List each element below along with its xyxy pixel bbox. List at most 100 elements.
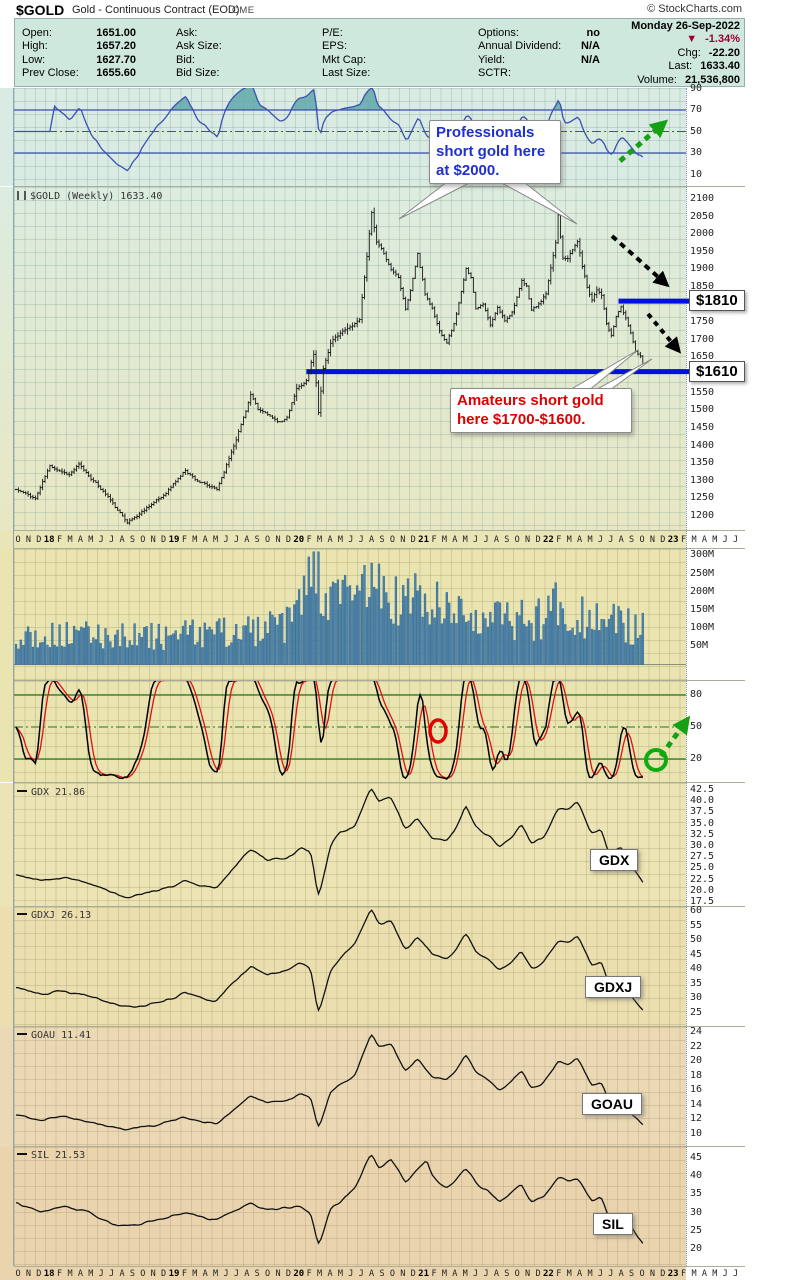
y-axis-tick-label: 150M bbox=[690, 604, 715, 615]
gdxj-series-label-text: GDXJ 26.13 bbox=[31, 910, 92, 921]
month-label: M bbox=[337, 535, 343, 545]
y-axis-tick-label: 1550 bbox=[690, 387, 715, 398]
month-label: N bbox=[400, 1269, 406, 1279]
month-label: F bbox=[306, 1269, 312, 1279]
gdx-panel bbox=[0, 783, 686, 907]
month-label: N bbox=[525, 535, 531, 545]
y-axis-tick-label: 50 bbox=[690, 934, 703, 945]
month-label: O bbox=[389, 1269, 395, 1279]
month-label: N bbox=[275, 1269, 281, 1279]
quote-right-row: Monday 26-Sep-2022 bbox=[631, 20, 740, 32]
copyright: © StockCharts.com bbox=[647, 3, 742, 15]
legend-label: Ask: bbox=[176, 27, 198, 39]
month-label: S bbox=[379, 1269, 385, 1279]
sil-panel bbox=[0, 1147, 686, 1267]
month-label: O bbox=[389, 535, 395, 545]
legend-label: Options: bbox=[478, 27, 519, 39]
month-label: M bbox=[88, 1269, 94, 1279]
y-axis-tick-label: 37.5 bbox=[690, 806, 715, 817]
y-axis-tick-label: 20 bbox=[690, 1243, 703, 1254]
month-label: O bbox=[514, 535, 520, 545]
panel-separator bbox=[14, 530, 745, 531]
month-label: J bbox=[722, 535, 728, 545]
month-label: J bbox=[358, 1269, 364, 1279]
month-label: A bbox=[452, 535, 458, 545]
y-axis-tick-label: 18 bbox=[690, 1070, 703, 1081]
y-axis-tick-label: 20 bbox=[690, 753, 703, 764]
month-label: A bbox=[369, 1269, 375, 1279]
month-label: O bbox=[140, 1269, 146, 1279]
panel-separator bbox=[14, 1026, 745, 1027]
month-label: M bbox=[337, 1269, 343, 1279]
y-axis-tick-label: 20.0 bbox=[690, 885, 715, 896]
quote-right-row: Last: 1633.40 bbox=[668, 60, 740, 73]
month-label: A bbox=[618, 535, 624, 545]
month-label: A bbox=[244, 1269, 250, 1279]
month-label: S bbox=[379, 535, 385, 545]
legend-label: Bid Size: bbox=[176, 67, 220, 80]
month-label: 22 bbox=[542, 535, 554, 545]
month-label: S bbox=[129, 535, 135, 545]
month-label: A bbox=[577, 535, 583, 545]
legend-label: Low: bbox=[22, 53, 46, 66]
month-label: J bbox=[473, 535, 479, 545]
y-axis-tick-label: 35 bbox=[690, 978, 703, 989]
month-label: O bbox=[265, 1269, 271, 1279]
legend-value: 1651.00 bbox=[96, 27, 136, 39]
month-label: A bbox=[369, 535, 375, 545]
month-label: 21 bbox=[418, 1269, 430, 1279]
y-axis-tick-label: 300M bbox=[690, 549, 715, 560]
legend-label: High: bbox=[22, 40, 48, 53]
month-label: M bbox=[712, 1269, 718, 1279]
legend-value: N/A bbox=[581, 40, 600, 53]
price-tag-1610: $1610 bbox=[689, 361, 745, 382]
y-axis-tick-label: 25.0 bbox=[690, 862, 715, 873]
goau-series-label-text: GOAU 11.41 bbox=[31, 1030, 92, 1041]
month-label: M bbox=[213, 535, 219, 545]
y-axis-tick-label: 12 bbox=[690, 1113, 703, 1124]
month-label: D bbox=[161, 1269, 167, 1279]
month-label: A bbox=[701, 1269, 707, 1279]
y-axis-tick-label: 50M bbox=[690, 640, 709, 651]
month-label: N bbox=[25, 1269, 31, 1279]
y-axis-tick-label: 45 bbox=[690, 949, 703, 960]
legend-value: 1655.60 bbox=[96, 67, 136, 80]
panel-separator bbox=[14, 1266, 745, 1267]
legend-label: Bid: bbox=[176, 53, 195, 66]
month-label: M bbox=[67, 1269, 73, 1279]
month-label: N bbox=[150, 1269, 156, 1279]
month-label: J bbox=[608, 535, 614, 545]
x-axis-strip-top bbox=[0, 531, 686, 549]
month-label: N bbox=[150, 535, 156, 545]
ticker-box-gdx: GDX bbox=[590, 849, 639, 871]
price-panel bbox=[0, 187, 686, 531]
panel-separator bbox=[14, 680, 745, 681]
y-axis-tick-label: 22 bbox=[690, 1041, 703, 1052]
month-label: A bbox=[701, 535, 707, 545]
month-label: O bbox=[15, 535, 21, 545]
quote-right-row: Volume: 21,536,800 bbox=[637, 73, 740, 86]
y-axis-tick-label: 1500 bbox=[690, 404, 715, 415]
month-label: J bbox=[348, 535, 354, 545]
ticker-box-goau: GOAU bbox=[582, 1093, 642, 1115]
y-axis-tick-label: 30 bbox=[690, 1207, 703, 1218]
month-label: O bbox=[140, 535, 146, 545]
quote-right-row: ▼ -1.34% bbox=[686, 33, 740, 46]
month-label: J bbox=[98, 1269, 104, 1279]
month-label: A bbox=[618, 1269, 624, 1279]
month-label: M bbox=[691, 1269, 697, 1279]
panel-separator bbox=[14, 548, 745, 549]
month-label: D bbox=[660, 535, 666, 545]
month-label: J bbox=[233, 535, 239, 545]
month-label: D bbox=[36, 535, 42, 545]
y-axis-tick-label: 1350 bbox=[690, 457, 715, 468]
y-axis-tick-label: 40 bbox=[690, 1170, 703, 1181]
month-label: D bbox=[660, 1269, 666, 1279]
panel-separator bbox=[14, 186, 745, 187]
month-label: O bbox=[639, 1269, 645, 1279]
month-label: F bbox=[681, 1269, 687, 1279]
month-label: N bbox=[275, 535, 281, 545]
y-axis-tick-label: 2000 bbox=[690, 228, 715, 239]
y-axis-tick-label: 30.0 bbox=[690, 840, 715, 851]
